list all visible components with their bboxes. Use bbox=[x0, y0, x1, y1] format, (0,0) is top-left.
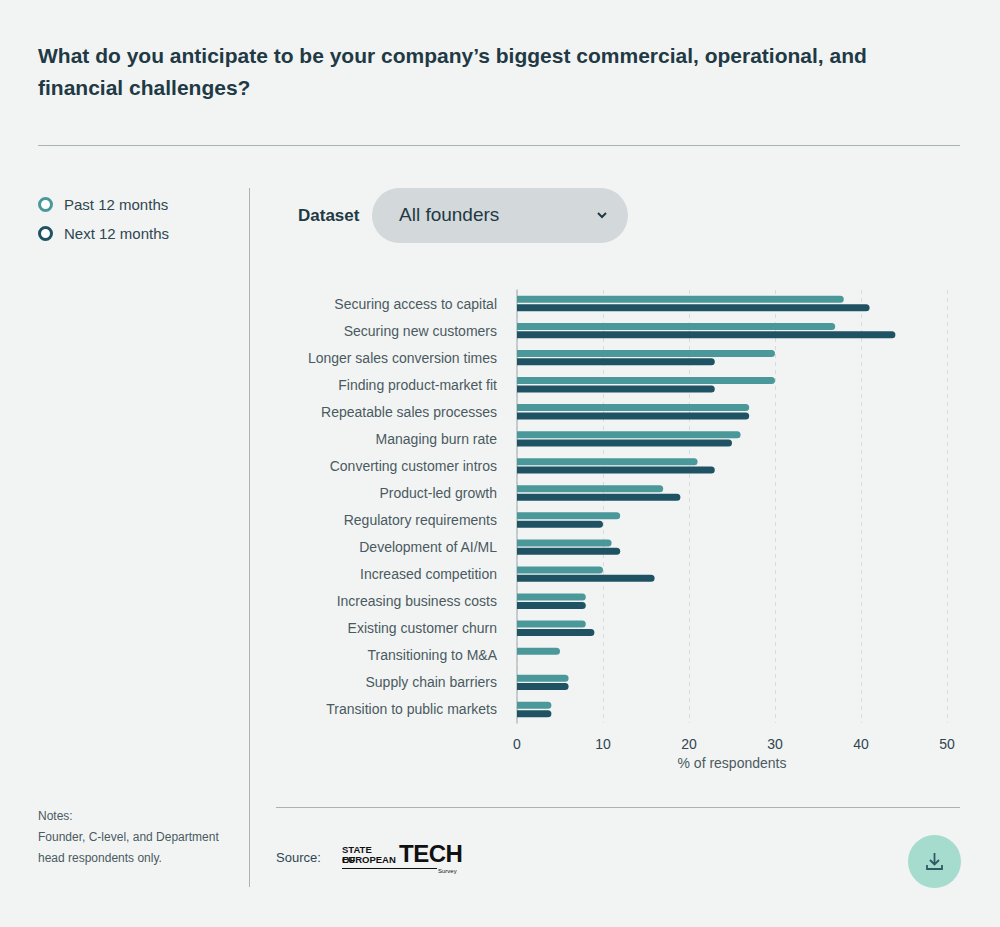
svg-text:Securing access to capital: Securing access to capital bbox=[334, 296, 497, 312]
svg-text:% of respondents: % of respondents bbox=[678, 755, 787, 771]
svg-text:Managing burn rate: Managing burn rate bbox=[376, 431, 498, 447]
svg-text:50: 50 bbox=[939, 736, 955, 752]
svg-text:Supply chain barriers: Supply chain barriers bbox=[365, 674, 497, 690]
html-text:Source:: Source: bbox=[276, 850, 321, 865]
html-text:Past 12 months: Past 12 months bbox=[64, 196, 169, 213]
svg-text:Securing new customers: Securing new customers bbox=[344, 323, 497, 339]
html-text:Next 12 months: Next 12 months bbox=[64, 225, 170, 242]
html-text:STATE OF: STATE OF bbox=[342, 844, 372, 865]
html-text:Survey: Survey bbox=[438, 868, 457, 874]
svg-text:40: 40 bbox=[853, 736, 869, 752]
svg-text:10: 10 bbox=[595, 736, 611, 752]
html-text:What do you anticipate to be y: What do you anticipate to be your compan… bbox=[38, 44, 867, 99]
svg-text:Increasing business costs: Increasing business costs bbox=[337, 593, 497, 609]
svg-text:Development of AI/ML: Development of AI/ML bbox=[359, 539, 497, 555]
html-text:All founders: All founders bbox=[399, 204, 500, 225]
svg-text:Increased competition: Increased competition bbox=[360, 566, 497, 582]
svg-text:0: 0 bbox=[513, 736, 521, 752]
html-text:TECH: TECH bbox=[399, 840, 463, 867]
svg-text:Longer sales conversion times: Longer sales conversion times bbox=[308, 350, 497, 366]
svg-text:Converting customer intros: Converting customer intros bbox=[330, 458, 497, 474]
html-text:Dataset: Dataset bbox=[298, 206, 360, 225]
html-text:Founder, C-level, and Departme: Founder, C-level, and Department head re… bbox=[38, 830, 219, 865]
svg-text:30: 30 bbox=[767, 736, 783, 752]
svg-text:Finding product-market fit: Finding product-market fit bbox=[338, 377, 497, 393]
svg-text:Regulatory requirements: Regulatory requirements bbox=[344, 512, 497, 528]
svg-text:Product-led growth: Product-led growth bbox=[379, 485, 497, 501]
svg-text:Transition to public markets: Transition to public markets bbox=[326, 701, 497, 717]
html-text:Notes:: Notes: bbox=[38, 809, 73, 823]
svg-text:Existing customer churn: Existing customer churn bbox=[348, 620, 497, 636]
html-text:EUROPEAN: EUROPEAN bbox=[342, 854, 396, 865]
svg-text:20: 20 bbox=[681, 736, 697, 752]
svg-text:Repeatable sales processes: Repeatable sales processes bbox=[321, 404, 497, 420]
svg-text:Transitioning to M&A: Transitioning to M&A bbox=[368, 647, 498, 663]
